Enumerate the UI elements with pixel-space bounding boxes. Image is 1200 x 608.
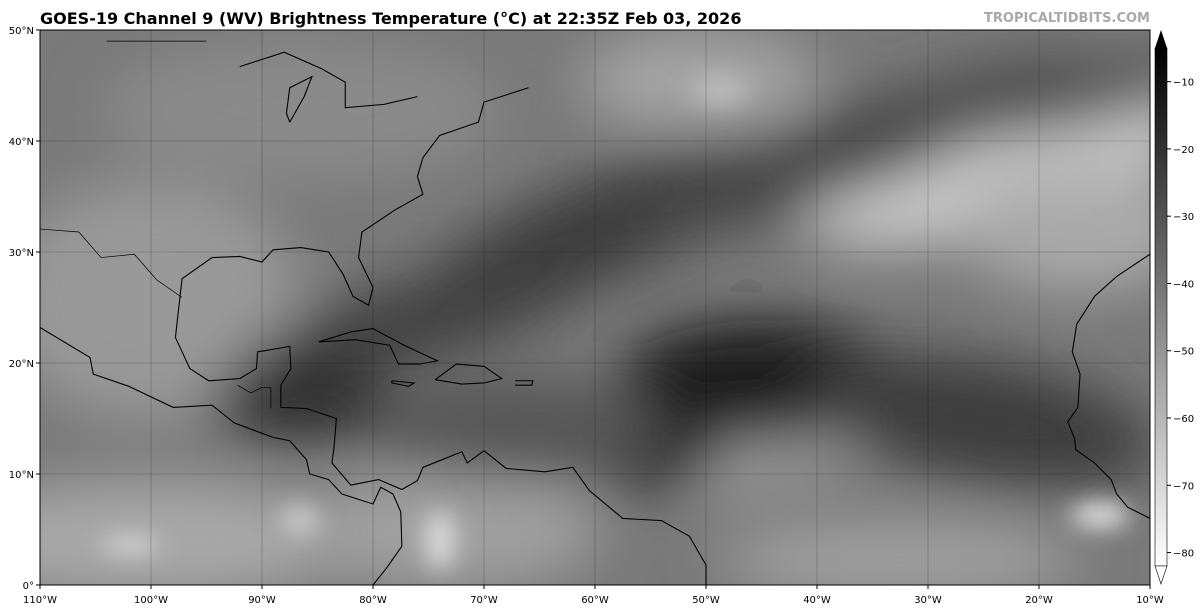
colorbar-tick-label: −60 (1173, 414, 1194, 425)
cloud-region (40, 480, 350, 585)
cloud-region (280, 505, 320, 535)
cloud-region (1070, 503, 1130, 527)
cloud-region (720, 520, 1080, 585)
cloud-region (690, 75, 750, 105)
colorbar-tick-label: −80 (1173, 549, 1194, 560)
cloud-region (245, 259, 595, 381)
colorbar-tick-label: −50 (1173, 347, 1194, 358)
colorbar-tick-label: −70 (1173, 481, 1194, 492)
coastline (1067, 187, 1150, 519)
map-title: GOES-19 Channel 9 (WV) Brightness Temper… (40, 9, 742, 28)
credit-watermark: TROPICALTIDBITS.COM (984, 11, 1150, 26)
cloud-region (960, 170, 1150, 290)
cloud-region (40, 180, 300, 420)
lon-label: 80°W (359, 595, 387, 606)
coastline (318, 328, 440, 365)
country-border (237, 384, 272, 409)
lat-label: 0° (23, 581, 34, 592)
cloud-region (425, 510, 455, 570)
colorbar-tick-label: −30 (1173, 212, 1194, 223)
colorbar-tick-label: −40 (1173, 279, 1194, 290)
lat-label: 30°N (9, 248, 34, 259)
coastline (391, 380, 416, 387)
coastline (515, 380, 534, 386)
lon-label: 40°W (803, 595, 831, 606)
lat-label: 10°N (9, 470, 34, 481)
lat-label: 40°N (9, 137, 34, 148)
colorbar-extend-top (1155, 30, 1167, 48)
lon-label: 90°W (248, 595, 276, 606)
colorbar-tick-label: −10 (1173, 78, 1194, 89)
lat-label: 50°N (9, 26, 34, 37)
lon-label: 30°W (914, 595, 942, 606)
cloud-region (806, 92, 1150, 248)
lon-label: 20°W (1025, 595, 1053, 606)
lon-label: 10°W (1136, 595, 1164, 606)
coastline (285, 75, 313, 123)
lon-label: 100°W (134, 595, 168, 606)
water-vapor-imagery (40, 30, 1150, 585)
coastline (434, 363, 504, 385)
lon-label: 60°W (581, 595, 609, 606)
cloud-region (100, 537, 160, 553)
coastline (174, 87, 707, 585)
coastline (239, 51, 418, 109)
cloud-region (892, 59, 1150, 141)
lon-label: 70°W (470, 595, 498, 606)
cloud-region (100, 40, 500, 180)
coastline (40, 327, 403, 585)
colorbar-tick-label: −20 (1173, 145, 1194, 156)
colorbar-extend-bottom (1154, 565, 1168, 585)
country-border (40, 228, 183, 298)
lon-label: 110°W (23, 595, 57, 606)
cloud-region (370, 380, 670, 480)
lon-label: 50°W (692, 595, 720, 606)
cloud-region (210, 360, 390, 440)
lat-label: 20°N (9, 359, 34, 370)
coastlines (40, 40, 1150, 585)
colorbar-bar (1154, 47, 1168, 567)
gridlines (40, 30, 1150, 585)
colorbar: −10 −20 −30 −40 −50 −60 −70 −80 (1154, 30, 1194, 585)
cloud-region (802, 353, 1150, 487)
